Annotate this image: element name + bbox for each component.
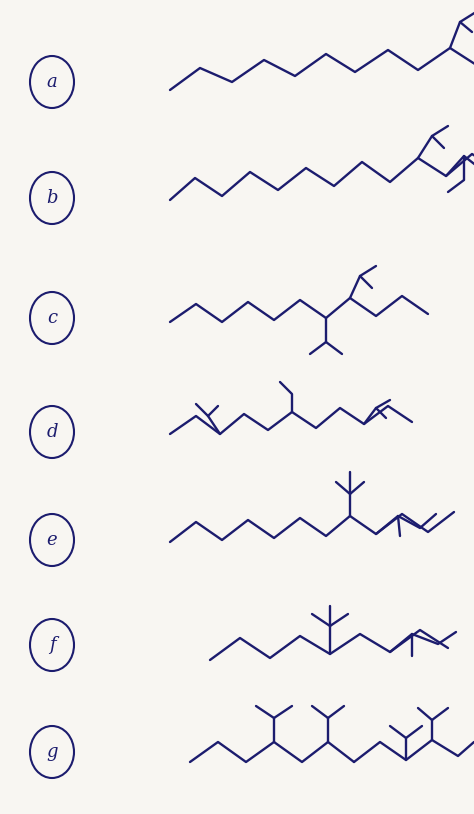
- Text: f: f: [49, 636, 55, 654]
- Text: e: e: [46, 531, 57, 549]
- Text: c: c: [47, 309, 57, 327]
- Text: a: a: [46, 73, 57, 91]
- Text: b: b: [46, 189, 58, 207]
- Text: d: d: [46, 423, 58, 441]
- Text: g: g: [46, 743, 58, 761]
